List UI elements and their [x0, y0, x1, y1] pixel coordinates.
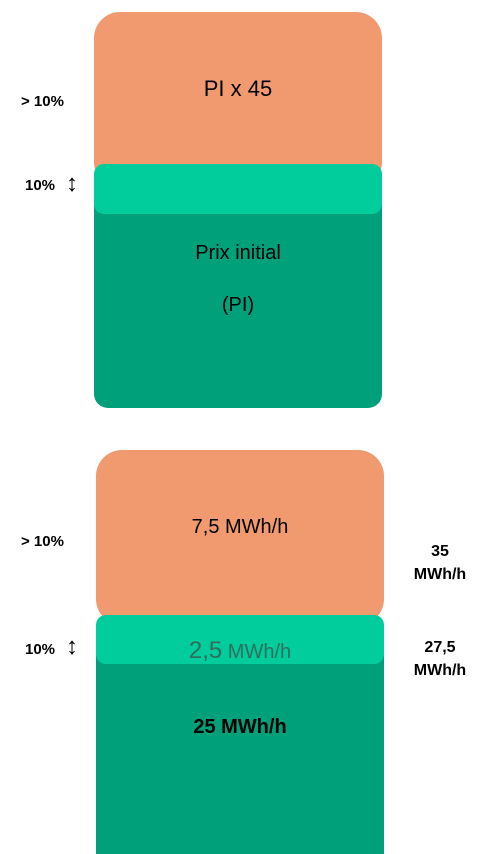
bottom-double-arrow-icon: ↕	[66, 633, 78, 660]
bottom-band-value: 2,5 MWh/h	[96, 637, 384, 665]
right-label-total-value: 35	[431, 543, 449, 560]
top-base-line2: (PI)	[221, 294, 255, 316]
top-base-line1: Prix initial	[195, 242, 281, 264]
bottom-base-block	[96, 632, 384, 854]
top-upper-block	[94, 12, 382, 188]
bottom-base-value: 25 MWh/h	[193, 716, 287, 738]
right-label-total-unit: MWh/h	[413, 566, 467, 583]
top-double-arrow-icon: ↕	[66, 170, 78, 197]
top-upper-side-label: > 10%	[21, 93, 64, 110]
top-base-block	[94, 180, 382, 408]
bottom-band-block	[96, 615, 384, 664]
bottom-upper-side-label: > 10%	[21, 533, 64, 550]
right-label-threshold-unit: MWh/h	[413, 662, 467, 679]
bottom-upper-block	[96, 450, 384, 625]
bottom-band-value-number: 2,5	[188, 637, 223, 664]
top-band-side-label: 10%	[25, 177, 56, 194]
right-label-threshold: 27,5 MWh/h	[392, 636, 488, 682]
right-label-threshold-value: 27,5	[424, 639, 456, 656]
bottom-upper-block-label: 7,5 MWh/h	[191, 516, 289, 538]
bottom-band-side-label: 10%	[25, 641, 56, 658]
right-label-total: 35 MWh/h	[392, 540, 488, 586]
top-band-block	[94, 164, 382, 214]
top-upper-block-label: PI x 45	[203, 76, 273, 101]
bottom-band-value-unit: MWh/h	[222, 641, 292, 663]
